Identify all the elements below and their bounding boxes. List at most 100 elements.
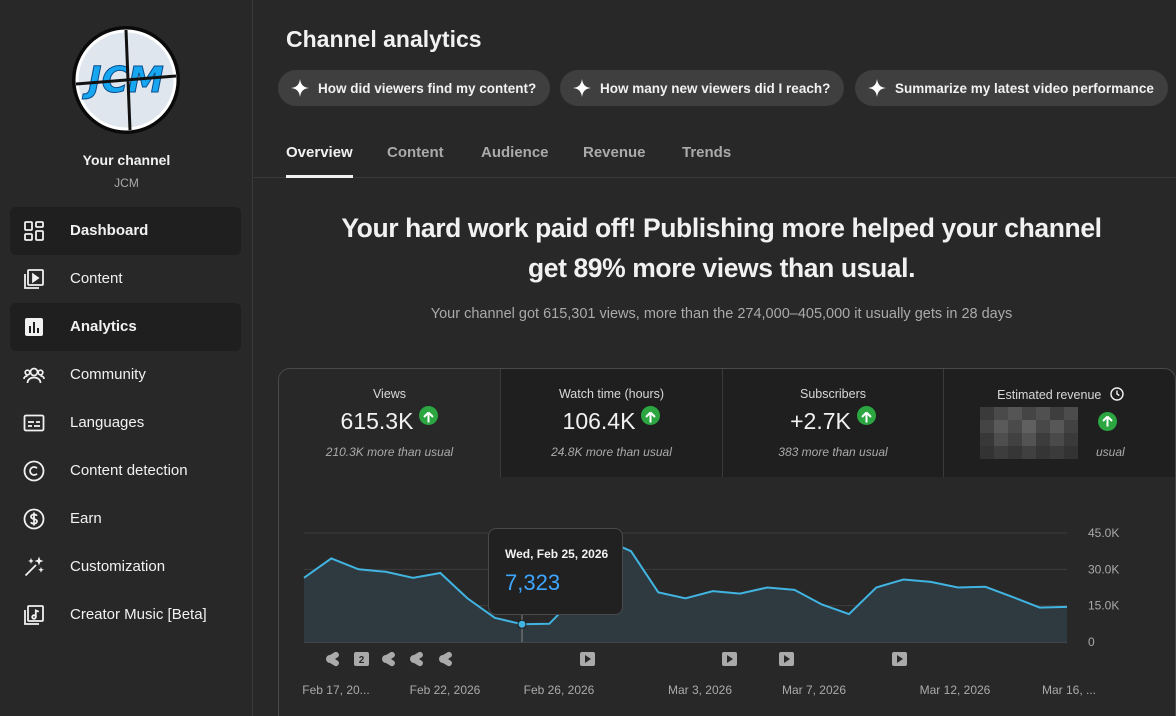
sidebar-item-content-detection[interactable]: Content detection <box>10 447 241 495</box>
y-tick-label: 0 <box>1088 635 1095 649</box>
sparkle-icon <box>573 79 591 97</box>
sidebar-item-languages[interactable]: Languages <box>10 399 241 447</box>
chip-label: How many new viewers did I reach? <box>600 80 831 96</box>
x-tick-label: Mar 7, 2026 <box>782 683 846 697</box>
views-line <box>303 537 1068 626</box>
grouped-marker <box>354 652 369 666</box>
stat-views[interactable]: Views 615.3K 210.3K more than usual <box>279 369 500 477</box>
sidebar-item-label: Content <box>70 270 123 287</box>
insight-headline: Your hard work paid off! Publishing more… <box>294 208 1149 288</box>
dashboard-icon <box>24 221 44 241</box>
overview-card: Views 615.3K 210.3K more than usual Watc… <box>278 368 1176 716</box>
channel-avatar[interactable]: JCM <box>70 24 182 136</box>
x-tick-label: Feb 22, 2026 <box>410 683 481 697</box>
insight-headline-line1: Your hard work paid off! Publishing more… <box>341 213 1102 243</box>
languages-icon <box>23 414 45 432</box>
tab-audience[interactable]: Audience <box>481 144 549 161</box>
views-area <box>304 539 1067 642</box>
shorts-marker-icon <box>410 651 423 667</box>
sidebar-item-analytics[interactable]: Analytics <box>10 303 241 351</box>
stat-value: +2.7K <box>790 408 851 434</box>
sidebar-item-dashboard[interactable]: Dashboard <box>10 207 241 255</box>
shorts-marker-icon <box>439 651 452 667</box>
stat-note: 210.3K more than usual <box>325 445 454 459</box>
music-icon <box>24 605 44 625</box>
video-marker-play <box>585 655 591 663</box>
sidebar-item-creator-music[interactable]: Creator Music [Beta] <box>10 591 241 639</box>
chip-label: How did viewers find my content? <box>318 80 537 96</box>
sidebar-item-label: Dashboard <box>70 222 149 239</box>
channel-title: Your channel <box>82 152 171 168</box>
sidebar-item-content[interactable]: Content <box>10 255 241 303</box>
data-point <box>517 619 527 629</box>
stat-value: 615.3K <box>340 408 414 434</box>
stat-label-row: Estimated revenue <box>944 387 1175 402</box>
y-tick-label: 30.0K <box>1088 562 1119 576</box>
sidebar-item-label: Analytics <box>70 318 137 335</box>
channel-handle: JCM <box>114 176 139 190</box>
tab-overview[interactable]: Overview <box>286 144 353 178</box>
sidebar-item-label: Content detection <box>70 462 188 479</box>
page-title: Channel analytics <box>286 26 482 52</box>
stat-label: Estimated revenue <box>997 388 1102 402</box>
insight-subline: Your channel got 615,301 views, more tha… <box>430 306 1013 322</box>
x-tick-label: Feb 17, 20... <box>302 683 369 697</box>
stat-value-row: 615.3K <box>279 406 500 435</box>
chart-tooltip: Wed, Feb 25, 2026 7,323 <box>488 528 623 615</box>
sidebar-item-label: Creator Music [Beta] <box>70 606 207 623</box>
sidebar-item-label: Languages <box>70 414 145 431</box>
analytics-tabs: Overview Content Audience Revenue Trends <box>254 130 1176 178</box>
tab-revenue[interactable]: Revenue <box>583 144 646 161</box>
main-content: Channel analytics How did viewers find m… <box>254 0 1176 716</box>
x-tick-label: Mar 12, 2026 <box>920 683 991 697</box>
copyright-icon <box>23 460 45 482</box>
analytics-icon <box>25 318 43 336</box>
chip-summarize-video[interactable]: Summarize my latest video performance <box>855 70 1168 106</box>
arrow-up-icon <box>1098 412 1117 431</box>
y-tick-label: 45.0K <box>1088 526 1119 540</box>
stat-watch-time[interactable]: Watch time (hours) 106.4K 24.8K more tha… <box>500 369 722 477</box>
tab-trends[interactable]: Trends <box>682 144 732 161</box>
stat-value-row: 106.4K <box>501 406 722 435</box>
stat-value: 106.4K <box>562 408 636 434</box>
shorts-marker-icon <box>326 651 339 667</box>
tooltip-value: 7,323 <box>505 570 561 595</box>
views-chart[interactable]: 45.0K 30.0K 15.0K 0 2 Feb 17, 20... Feb 22, 20… <box>279 369 1176 716</box>
insight-headline-line2: get 89% more views than usual. <box>527 253 916 283</box>
community-icon <box>23 367 45 384</box>
sidebar-item-label: Earn <box>70 510 102 527</box>
chip-new-viewers[interactable]: How many new viewers did I reach? <box>560 70 845 106</box>
content-icon <box>24 269 44 289</box>
x-tick-label: Mar 16, ... <box>1042 683 1096 697</box>
redacted-value-blur <box>980 407 1078 459</box>
grouped-marker-count: 2 <box>359 655 365 666</box>
arrow-up-icon <box>856 406 876 425</box>
sidebar-item-customization[interactable]: Customization <box>10 543 241 591</box>
tab-content[interactable]: Content <box>387 144 444 161</box>
clock-icon <box>1110 387 1124 401</box>
stat-value-row: +2.7K <box>723 406 943 435</box>
magic-wand-icon <box>24 556 44 577</box>
sidebar-item-earn[interactable]: Earn <box>10 495 241 543</box>
tooltip-date: Wed, Feb 25, 2026 <box>505 547 609 561</box>
x-tick-label: Feb 26, 2026 <box>524 683 595 697</box>
stat-note: 24.8K more than usual <box>551 445 672 459</box>
stat-estimated-revenue[interactable]: Estimated revenue usual <box>943 369 1175 477</box>
arrow-up-icon <box>419 406 439 425</box>
stat-label: Subscribers <box>800 387 866 401</box>
stat-note: 383 more than usual <box>778 445 888 459</box>
stat-note: usual <box>1096 445 1125 459</box>
stat-subscribers[interactable]: Subscribers +2.7K 383 more than usual <box>722 369 943 477</box>
arrow-up-icon <box>641 406 661 425</box>
sparkle-icon <box>868 79 886 97</box>
video-marker-play <box>897 655 903 663</box>
stat-label: Watch time (hours) <box>558 387 665 401</box>
x-tick-label: Mar 3, 2026 <box>668 683 732 697</box>
video-marker-play <box>727 655 733 663</box>
sidebar-item-label: Customization <box>70 558 166 575</box>
sidebar-item-label: Community <box>70 366 146 383</box>
sidebar-item-community[interactable]: Community <box>10 351 241 399</box>
chip-viewer-discovery[interactable]: How did viewers find my content? <box>278 70 551 106</box>
dollar-icon <box>23 508 45 530</box>
sparkle-icon <box>291 79 309 97</box>
